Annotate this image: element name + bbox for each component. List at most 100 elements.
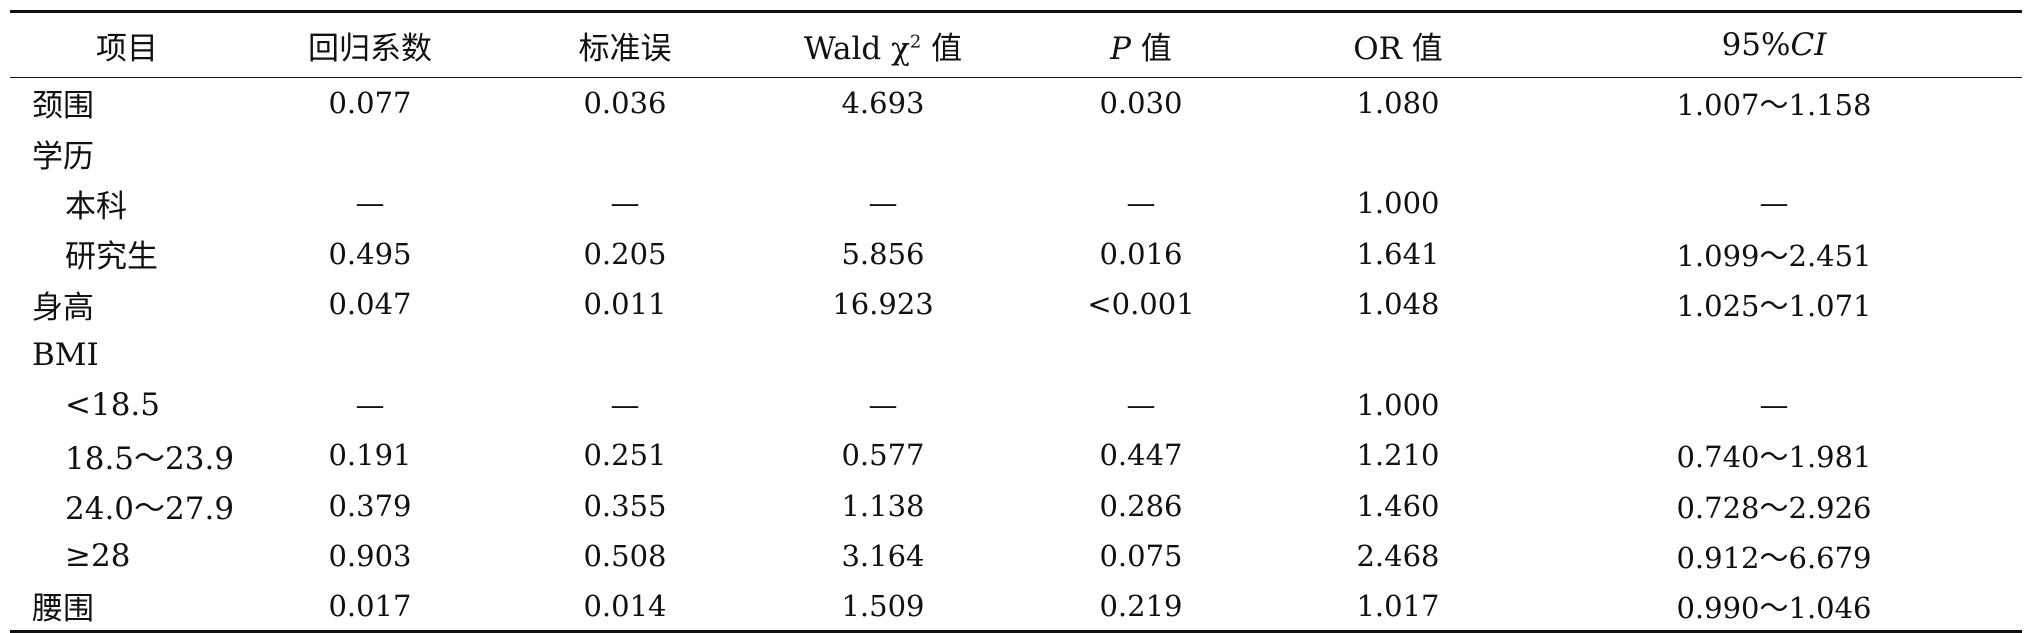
table-row: 学历 — [10, 128, 2022, 178]
cell-odds-ratio: 1.017 — [1270, 581, 1526, 633]
cell-wald — [754, 329, 1012, 379]
cell-p-value: 0.219 — [1012, 581, 1270, 633]
cell-confidence-interval: — — [1759, 388, 1789, 423]
cell-coefficient: 0.191 — [328, 438, 412, 473]
cell-odds-ratio: 2.468 — [1356, 539, 1440, 574]
header-wald-superscript: 2 — [909, 31, 922, 53]
cell-odds-ratio: 1.000 — [1356, 186, 1440, 221]
table-row: 身高 0.047 0.011 16.923 <0.001 1.048 1.025～1.071 — [10, 279, 2022, 329]
cell-confidence-interval: 1.007～1.158 — [1676, 87, 1872, 122]
header-wald: Wald χ2 值 — [754, 10, 1012, 78]
table-header: 项目 回归系数 标准误 Wald χ2 值 P 值 OR 值 95%CI — [10, 10, 2022, 78]
header-coefficient: 回归系数 — [244, 10, 496, 78]
cell-wald: 4.693 — [841, 85, 925, 120]
cell-wald: 16.923 — [832, 287, 934, 322]
cell-p-value: 0.030 — [1099, 85, 1183, 120]
cell-confidence-interval: 0.740～1.981 — [1676, 440, 1872, 475]
row-label: ≥28 — [65, 538, 131, 575]
cell-coefficient: 0.047 — [328, 287, 412, 322]
cell-coefficient: — — [355, 388, 385, 423]
header-wald-suffix: 值 — [921, 30, 963, 67]
cell-wald: 5.856 — [841, 236, 925, 271]
cell-odds-ratio: 1.210 — [1356, 438, 1440, 473]
row-label: BMI — [32, 336, 99, 373]
row-label: 研究生 — [65, 239, 158, 276]
cell-odds-ratio: 1.641 — [1356, 236, 1440, 271]
header-row: 项目 回归系数 标准误 Wald χ2 值 P 值 OR 值 95%CI — [10, 10, 2022, 78]
cell-odds-ratio — [1270, 329, 1526, 379]
table-body: 颈围 0.077 0.036 4.693 0.030 1.080 1.007～1.158 学历… — [10, 78, 2022, 633]
cell-wald: 1.509 — [754, 581, 1012, 633]
cell-p-value — [1012, 329, 1270, 379]
cell-p-value: — — [1126, 388, 1156, 423]
cell-wald: 0.577 — [841, 438, 925, 473]
header-standard-error: 标准误 — [496, 10, 754, 78]
table-row: BMI — [10, 329, 2022, 379]
cell-wald: 3.164 — [841, 539, 925, 574]
regression-table-container: 项目 回归系数 标准误 Wald χ2 值 P 值 OR 值 95%CI 颈围 0… — [10, 10, 2022, 633]
row-label: 颈围 — [32, 88, 94, 125]
cell-coefficient — [244, 128, 496, 178]
cell-coefficient: 0.017 — [244, 581, 496, 633]
header-p-suffix: 值 — [1131, 30, 1172, 67]
cell-odds-ratio: 1.080 — [1356, 85, 1440, 120]
cell-confidence-interval: 1.099～2.451 — [1676, 238, 1872, 273]
header-p-value: P 值 — [1012, 10, 1270, 78]
cell-standard-error: 0.355 — [583, 488, 667, 523]
table-row: 24.0～27.9 0.379 0.355 1.138 0.286 1.460 0.728～… — [10, 481, 2022, 531]
row-label: <18.5 — [65, 387, 160, 424]
cell-confidence-interval: 0.990～1.046 — [1526, 581, 2022, 633]
cell-standard-error — [496, 128, 754, 178]
cell-wald: — — [868, 186, 898, 221]
row-label: 身高 — [32, 289, 94, 326]
header-ci-symbol: CI — [1790, 27, 1827, 63]
table-row: ≥28 0.903 0.508 3.164 0.075 2.468 0.912～6.679 — [10, 531, 2022, 581]
cell-standard-error: 0.036 — [583, 85, 667, 120]
cell-coefficient — [244, 329, 496, 379]
cell-odds-ratio — [1270, 128, 1526, 178]
table-row: 颈围 0.077 0.036 4.693 0.030 1.080 1.007～1.158 — [10, 78, 2022, 128]
cell-standard-error: 0.205 — [583, 236, 667, 271]
cell-confidence-interval: 1.025～1.071 — [1676, 289, 1872, 324]
cell-odds-ratio: 1.000 — [1356, 388, 1440, 423]
cell-wald: 1.138 — [841, 488, 925, 523]
row-label: 学历 — [32, 138, 94, 175]
cell-p-value — [1012, 128, 1270, 178]
table-row: 18.5～23.9 0.191 0.251 0.577 0.447 1.210 0.740～… — [10, 430, 2022, 480]
table-row: <18.5 — — — — 1.000 — — [10, 380, 2022, 430]
cell-confidence-interval: 0.728～2.926 — [1676, 490, 1872, 525]
cell-p-value: 0.286 — [1099, 488, 1183, 523]
table-row: 腰围 0.017 0.014 1.509 0.219 1.017 0.990～1.046 — [10, 581, 2022, 633]
cell-wald — [754, 128, 1012, 178]
cell-standard-error: — — [610, 186, 640, 221]
cell-p-value: 0.016 — [1099, 236, 1183, 271]
cell-confidence-interval — [1526, 329, 2022, 379]
cell-coefficient: 0.379 — [328, 488, 412, 523]
cell-standard-error: 0.508 — [583, 539, 667, 574]
table-row: 本科 — — — — 1.000 — — [10, 178, 2022, 228]
row-label: 24.0～27.9 — [65, 491, 235, 528]
cell-coefficient: — — [355, 186, 385, 221]
cell-odds-ratio: 1.048 — [1356, 287, 1440, 322]
cell-standard-error: 0.011 — [583, 287, 667, 322]
cell-p-value: <0.001 — [1087, 287, 1195, 322]
header-odds-ratio: OR 值 — [1270, 10, 1526, 78]
row-label: 本科 — [65, 188, 127, 225]
cell-coefficient: 0.495 — [328, 236, 412, 271]
header-confidence-interval: 95%CI — [1526, 10, 2022, 78]
cell-confidence-interval: 0.912～6.679 — [1676, 541, 1872, 576]
cell-odds-ratio: 1.460 — [1356, 488, 1440, 523]
cell-standard-error: 0.251 — [583, 438, 667, 473]
cell-p-value: 0.075 — [1099, 539, 1183, 574]
cell-standard-error: — — [610, 388, 640, 423]
cell-coefficient: 0.077 — [328, 85, 412, 120]
logistic-regression-table: 项目 回归系数 标准误 Wald χ2 值 P 值 OR 值 95%CI 颈围 0… — [10, 10, 2022, 633]
cell-wald: — — [868, 388, 898, 423]
header-item: 项目 — [10, 10, 244, 78]
cell-confidence-interval — [1526, 128, 2022, 178]
cell-confidence-interval: — — [1759, 186, 1789, 221]
header-ci-prefix: 95% — [1721, 27, 1791, 63]
header-p-symbol: P — [1110, 30, 1131, 67]
cell-standard-error: 0.014 — [496, 581, 754, 633]
row-label: 18.5～23.9 — [65, 440, 235, 477]
